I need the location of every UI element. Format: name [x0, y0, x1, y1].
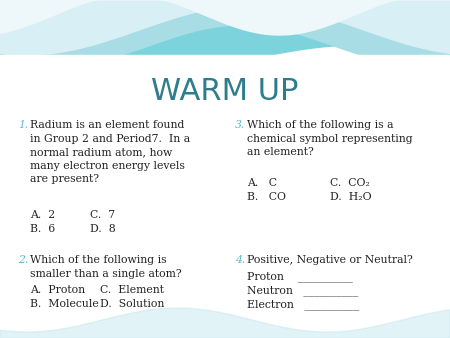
Text: Electron   __________: Electron __________: [247, 299, 360, 310]
Text: Radium is an element found
in Group 2 and Period7.  In a
normal radium atom, how: Radium is an element found in Group 2 an…: [30, 120, 190, 185]
Text: 1.: 1.: [18, 120, 28, 130]
Text: B.  Molecule: B. Molecule: [30, 299, 99, 309]
Polygon shape: [0, 308, 450, 338]
Text: Neutron   __________: Neutron __________: [247, 285, 358, 296]
Text: 4.: 4.: [235, 255, 245, 265]
Text: A.  Proton: A. Proton: [30, 285, 85, 295]
Text: Which of the following is a
chemical symbol representing
an element?: Which of the following is a chemical sym…: [247, 120, 413, 157]
Polygon shape: [0, 0, 450, 75]
Polygon shape: [0, 0, 450, 65]
Text: 2.: 2.: [18, 255, 28, 265]
Text: A.   C: A. C: [247, 178, 277, 188]
Text: C.  CO₂: C. CO₂: [330, 178, 370, 188]
Text: D.  8: D. 8: [90, 224, 116, 234]
Text: 3.: 3.: [235, 120, 245, 130]
Polygon shape: [0, 0, 450, 55]
Text: Positive, Negative or Neutral?: Positive, Negative or Neutral?: [247, 255, 413, 265]
Text: B.  6: B. 6: [30, 224, 55, 234]
Text: B.   CO: B. CO: [247, 192, 286, 202]
Text: WARM UP: WARM UP: [151, 77, 299, 106]
Text: C.  Element: C. Element: [100, 285, 164, 295]
Text: D.  Solution: D. Solution: [100, 299, 164, 309]
Polygon shape: [0, 0, 450, 35]
Text: A.  2: A. 2: [30, 210, 55, 220]
Text: Proton    __________: Proton __________: [247, 271, 353, 282]
Text: Which of the following is
smaller than a single atom?: Which of the following is smaller than a…: [30, 255, 182, 279]
Text: D.  H₂O: D. H₂O: [330, 192, 372, 202]
Polygon shape: [0, 55, 450, 338]
Text: C.  7: C. 7: [90, 210, 115, 220]
